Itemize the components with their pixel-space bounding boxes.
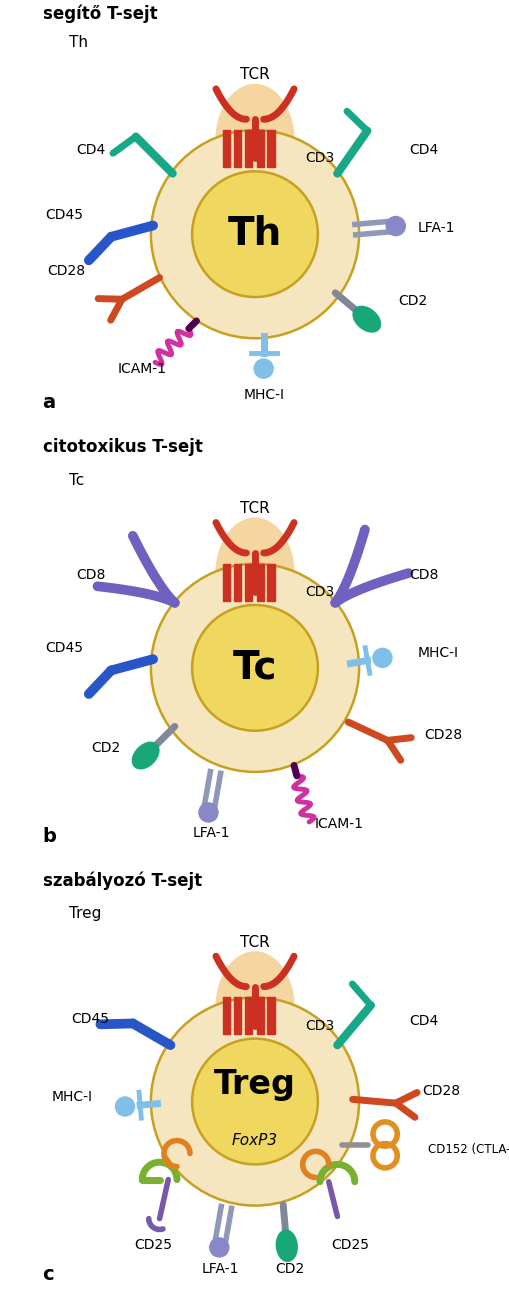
Text: CD45: CD45 xyxy=(46,641,83,656)
Circle shape xyxy=(115,1097,134,1116)
Text: Th: Th xyxy=(228,215,281,254)
Bar xyxy=(267,130,274,167)
Text: citotoxikus T-sejt: citotoxikus T-sejt xyxy=(42,438,202,457)
Text: CD4: CD4 xyxy=(408,143,437,156)
Circle shape xyxy=(192,172,317,297)
Circle shape xyxy=(253,359,273,379)
Text: TCR: TCR xyxy=(240,501,269,516)
Bar xyxy=(244,563,251,601)
Bar xyxy=(256,563,263,601)
Text: c: c xyxy=(42,1265,54,1284)
Text: MHC-I: MHC-I xyxy=(243,388,284,402)
Bar xyxy=(244,130,251,167)
Text: CD4: CD4 xyxy=(408,1015,437,1028)
Bar xyxy=(256,130,263,167)
Text: b: b xyxy=(42,826,56,846)
Ellipse shape xyxy=(132,743,159,769)
Text: Treg: Treg xyxy=(68,907,101,921)
Text: CD2: CD2 xyxy=(91,742,120,755)
Text: LFA-1: LFA-1 xyxy=(201,1262,239,1276)
Ellipse shape xyxy=(352,307,380,332)
Bar xyxy=(223,130,230,167)
Circle shape xyxy=(192,1038,317,1164)
Text: Th: Th xyxy=(68,35,88,49)
Text: CD45: CD45 xyxy=(72,1012,109,1026)
Text: segítő T-sejt: segítő T-sejt xyxy=(42,4,157,23)
Text: a: a xyxy=(42,393,55,412)
Text: CD8: CD8 xyxy=(408,567,437,582)
Text: TCR: TCR xyxy=(240,68,269,82)
Text: TCR: TCR xyxy=(240,934,269,950)
Bar xyxy=(234,130,241,167)
Circle shape xyxy=(151,130,358,338)
Text: CD4: CD4 xyxy=(76,143,105,156)
Ellipse shape xyxy=(215,952,294,1064)
Circle shape xyxy=(372,648,391,667)
Text: MHC-I: MHC-I xyxy=(51,1090,92,1105)
Bar xyxy=(267,998,274,1034)
Text: CD2: CD2 xyxy=(274,1262,304,1276)
Text: CD28: CD28 xyxy=(48,264,86,278)
Circle shape xyxy=(151,563,358,771)
Text: CD8: CD8 xyxy=(76,567,105,582)
Bar xyxy=(244,998,251,1034)
Bar xyxy=(223,998,230,1034)
Circle shape xyxy=(192,605,317,731)
Text: CD28: CD28 xyxy=(423,729,461,742)
Text: Tc: Tc xyxy=(232,649,277,687)
Text: szabályozó T-sejt: szabályozó T-sejt xyxy=(42,872,201,890)
Text: CD25: CD25 xyxy=(134,1239,172,1252)
Circle shape xyxy=(199,803,217,822)
Bar xyxy=(267,563,274,601)
Bar xyxy=(256,998,263,1034)
Text: ICAM-1: ICAM-1 xyxy=(118,362,166,376)
Bar xyxy=(223,563,230,601)
Text: ICAM-1: ICAM-1 xyxy=(315,817,363,831)
Text: CD3: CD3 xyxy=(304,585,333,598)
Ellipse shape xyxy=(276,1231,297,1262)
Text: CD28: CD28 xyxy=(421,1084,459,1098)
Bar xyxy=(234,563,241,601)
Text: CD3: CD3 xyxy=(304,1019,333,1033)
Text: LFA-1: LFA-1 xyxy=(417,221,454,234)
Text: CD152 (CTLA-4): CD152 (CTLA-4) xyxy=(428,1142,509,1155)
Bar xyxy=(234,998,241,1034)
Circle shape xyxy=(385,216,405,235)
Text: Treg: Treg xyxy=(214,1068,295,1101)
Ellipse shape xyxy=(215,85,294,198)
Text: Tc: Tc xyxy=(68,472,83,488)
Text: CD45: CD45 xyxy=(46,208,83,221)
Text: FoxP3: FoxP3 xyxy=(232,1133,277,1147)
Text: MHC-I: MHC-I xyxy=(417,645,458,660)
Ellipse shape xyxy=(215,518,294,631)
Circle shape xyxy=(209,1237,229,1257)
Text: CD2: CD2 xyxy=(398,294,427,308)
Text: CD3: CD3 xyxy=(304,151,333,165)
Circle shape xyxy=(151,998,358,1206)
Text: CD25: CD25 xyxy=(331,1239,369,1252)
Text: LFA-1: LFA-1 xyxy=(192,826,230,840)
